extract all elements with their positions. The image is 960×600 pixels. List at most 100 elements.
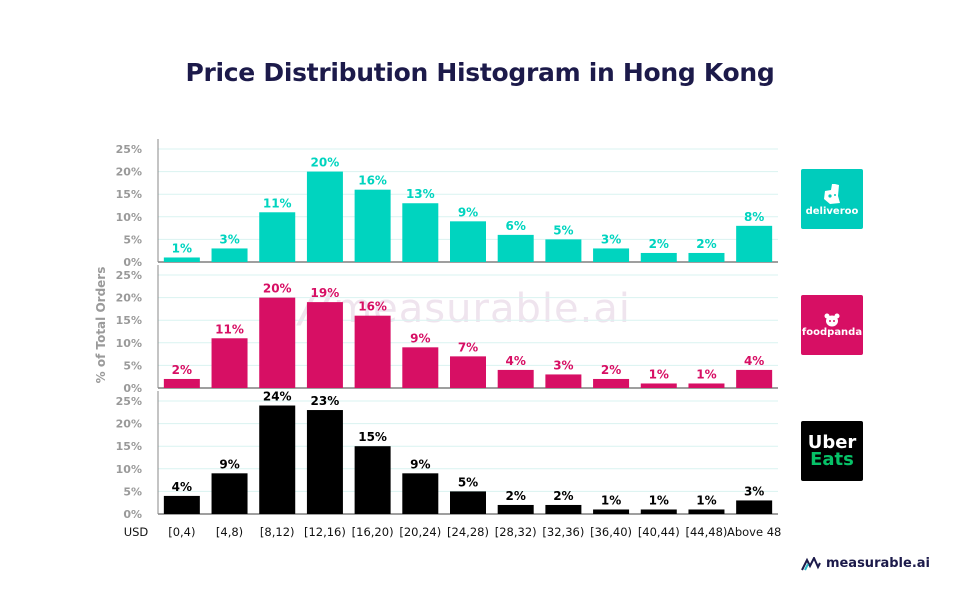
x-tick-label: [40,44)	[638, 525, 680, 539]
x-tick-label: Above 48	[727, 525, 781, 539]
deliveroo-y-tick-label: 10%	[116, 211, 142, 224]
foodpanda-data-label: 7%	[458, 340, 478, 354]
deliveroo-bar	[545, 239, 582, 262]
x-tick-label: [36,40)	[590, 525, 632, 539]
deliveroo-data-label: 20%	[311, 156, 340, 170]
foodpanda-logo-text: foodpanda	[801, 326, 863, 338]
deliveroo-data-label: 2%	[649, 237, 669, 251]
foodpanda-y-tick-label: 0%	[123, 382, 142, 395]
ubereats-logo: Uber Eats	[801, 421, 863, 481]
uber-eats-bar	[640, 509, 677, 514]
uber-eats-data-label: 1%	[696, 493, 716, 507]
deliveroo-logo: deliveroo	[801, 169, 863, 229]
foodpanda-bar	[497, 369, 534, 388]
uber-eats-bar	[354, 446, 391, 514]
foodpanda-bar	[354, 315, 391, 388]
foodpanda-bar	[450, 356, 486, 388]
uber-eats-y-tick-label: 25%	[116, 395, 142, 408]
brand-text: measurable.ai	[825, 556, 930, 571]
x-tick-label: [12,16)	[304, 525, 346, 539]
foodpanda-data-label: 1%	[696, 367, 716, 381]
foodpanda-bar	[306, 302, 343, 388]
uber-eats-bar	[736, 500, 773, 514]
uber-eats-data-label: 24%	[263, 390, 292, 404]
x-tick-label: [0,4)	[168, 525, 195, 539]
foodpanda-bar	[545, 374, 582, 388]
uber-eats-data-label: 2%	[553, 489, 573, 503]
chart-title: Price Distribution Histogram in Hong Kon…	[185, 58, 775, 87]
x-tick-label: [16,20)	[352, 525, 394, 539]
uber-eats-bar	[163, 495, 200, 514]
brand-footer: measurable.ai	[801, 556, 930, 571]
deliveroo-data-label: 13%	[406, 187, 435, 201]
uber-eats-bar	[259, 405, 296, 514]
uber-eats-y-tick-label: 15%	[116, 440, 142, 453]
uber-eats-bar	[497, 504, 534, 514]
uber-eats-data-label: 1%	[649, 493, 669, 507]
foodpanda-y-tick-label: 25%	[116, 269, 142, 282]
uber-eats-bar	[211, 473, 248, 514]
foodpanda-data-label: 11%	[215, 322, 244, 336]
foodpanda-logo: foodpanda	[801, 295, 863, 355]
foodpanda-bar	[593, 378, 630, 388]
foodpanda-bar	[211, 338, 248, 388]
measurable-logo-icon	[801, 556, 821, 570]
deliveroo-y-tick-label: 25%	[116, 143, 142, 156]
deliveroo-data-label: 2%	[696, 237, 716, 251]
deliveroo-bar	[593, 248, 630, 262]
deliveroo-logo-text: deliveroo	[805, 205, 859, 217]
deliveroo-y-tick-label: 20%	[116, 166, 142, 179]
uber-eats-bar	[593, 509, 630, 514]
uber-eats-data-label: 15%	[358, 430, 387, 444]
deliveroo-bar	[640, 252, 677, 262]
deliveroo-data-label: 6%	[506, 219, 526, 233]
x-tick-label: [20,24)	[399, 525, 441, 539]
x-tick-label: [44,48)	[686, 525, 728, 539]
deliveroo-y-tick-label: 5%	[123, 233, 142, 246]
foodpanda-data-label: 16%	[358, 300, 387, 314]
deliveroo-data-label: 5%	[553, 223, 573, 237]
foodpanda-bar	[402, 347, 439, 388]
deliveroo-data-label: 3%	[601, 232, 621, 246]
foodpanda-data-label: 9%	[410, 331, 430, 345]
foodpanda-y-tick-label: 15%	[116, 314, 142, 327]
foodpanda-data-label: 20%	[263, 282, 292, 296]
deliveroo-data-label: 3%	[219, 232, 239, 246]
foodpanda-bar	[736, 369, 773, 388]
x-tick-label: [32,36)	[542, 525, 584, 539]
deliveroo-bar	[163, 257, 200, 262]
deliveroo-data-label: 8%	[744, 210, 764, 224]
uber-eats-data-label: 4%	[172, 480, 192, 494]
x-tick-label: [4,8)	[216, 525, 243, 539]
foodpanda-data-label: 3%	[553, 358, 573, 372]
ubereats-logo-uber: Uber	[807, 432, 857, 453]
foodpanda-data-label: 2%	[601, 363, 621, 377]
uber-eats-bar	[545, 504, 582, 514]
foodpanda-y-tick-label: 20%	[116, 292, 142, 305]
uber-eats-y-tick-label: 10%	[116, 463, 142, 476]
deliveroo-kangaroo-icon	[824, 183, 840, 204]
foodpanda-y-tick-label: 5%	[123, 359, 142, 372]
foodpanda-bar	[163, 378, 200, 388]
x-tick-label: [8,12)	[260, 525, 295, 539]
foodpanda-bar	[688, 383, 725, 388]
uber-eats-data-label: 5%	[458, 475, 478, 489]
foodpanda-data-label: 19%	[311, 286, 340, 300]
uber-eats-data-label: 1%	[601, 493, 621, 507]
uber-eats-data-label: 3%	[744, 484, 764, 498]
uber-eats-y-tick-label: 5%	[123, 485, 142, 498]
uber-eats-data-label: 9%	[410, 457, 430, 471]
uber-eats-bar	[688, 509, 725, 514]
ubereats-logo-eats: Eats	[810, 449, 854, 470]
panda-icon	[824, 313, 840, 326]
deliveroo-y-tick-label: 0%	[123, 256, 142, 269]
deliveroo-data-label: 11%	[263, 196, 292, 210]
deliveroo-data-label: 9%	[458, 205, 478, 219]
foodpanda-bar	[259, 297, 296, 388]
uber-eats-y-tick-label: 0%	[123, 508, 142, 521]
uber-eats-y-tick-label: 20%	[116, 418, 142, 431]
deliveroo-bar	[736, 225, 773, 262]
uber-eats-data-label: 9%	[219, 457, 239, 471]
foodpanda-data-label: 1%	[649, 367, 669, 381]
